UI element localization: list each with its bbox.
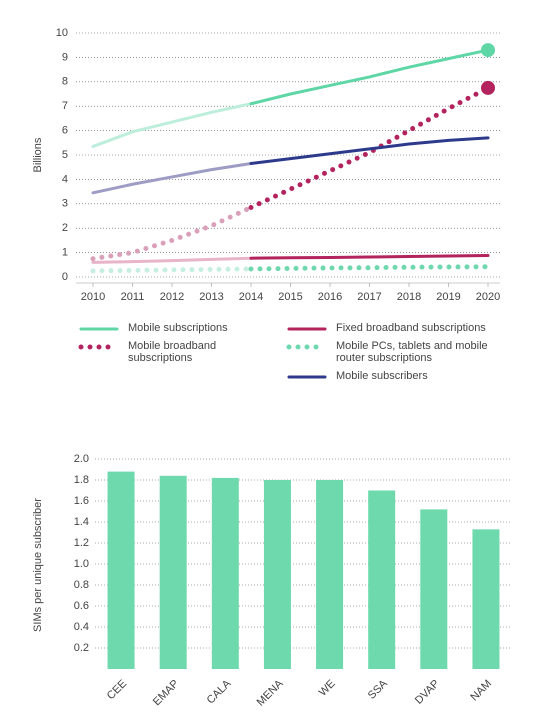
- legend-item: Fixed broadband subscriptions: [286, 322, 496, 334]
- y-tick-label: 3: [62, 198, 68, 210]
- x-tick-label: 2012: [160, 291, 184, 303]
- x-tick-label: 2014: [239, 291, 263, 303]
- series-line: [249, 48, 490, 106]
- series-line: [91, 256, 253, 264]
- y-tick-label: 0: [62, 271, 68, 283]
- y-tick-label: 1.8: [74, 474, 89, 486]
- x-tick-label: 2010: [81, 291, 105, 303]
- legend-swatch: [79, 327, 119, 331]
- y-tick-label: 1.2: [74, 537, 89, 549]
- x-tick-label: 2013: [199, 291, 223, 303]
- y-axis-label: Billions: [32, 137, 44, 172]
- x-tick-label: SSA: [366, 677, 391, 702]
- series-line: [248, 85, 491, 210]
- bar: [472, 529, 500, 669]
- y-tick-label: 1.4: [74, 516, 89, 528]
- series-line: [91, 162, 253, 195]
- y-tick-label: 4: [62, 173, 68, 185]
- x-tick-label: 2016: [318, 291, 342, 303]
- end-marker: [481, 80, 495, 95]
- y-tick-label: 8: [62, 76, 68, 88]
- legend-item: Mobile subscribers: [286, 370, 496, 382]
- x-tick-label: 2019: [436, 291, 460, 303]
- bar: [107, 471, 135, 669]
- legend-label: Mobile PCs, tablets and mobile router su…: [336, 340, 488, 364]
- legend-swatch: [287, 327, 327, 331]
- x-tick-label: 2020: [476, 291, 500, 303]
- x-tick-label: EMAP: [151, 678, 182, 709]
- y-tick-label: 6: [62, 125, 68, 137]
- end-marker: [481, 43, 495, 58]
- bar: [420, 509, 448, 669]
- legend-label: Mobile subscribers: [336, 370, 428, 382]
- y-tick-label: 10: [56, 27, 68, 39]
- x-tick-label: 2011: [121, 291, 145, 303]
- legend-label: Fixed broadband subscriptions: [336, 322, 486, 334]
- x-tick-label: CEE: [105, 678, 129, 702]
- x-tick-label: CALA: [205, 677, 234, 706]
- legend-label: Mobile broadband subscriptions: [128, 340, 217, 364]
- y-tick-label: 5: [62, 149, 68, 161]
- y-tick-label: 0.6: [74, 600, 89, 612]
- legend-swatch: [286, 344, 328, 350]
- x-tick-label: WE: [317, 678, 338, 699]
- legend-label: Mobile subscriptions: [128, 322, 228, 334]
- y-tick-label: 1.6: [74, 495, 89, 507]
- x-tick-label: NAM: [468, 678, 494, 704]
- y-tick-label: 2.0: [74, 453, 89, 465]
- y-tick-label: 0.4: [74, 621, 89, 633]
- series-line: [248, 264, 491, 272]
- legend-item: Mobile broadband subscriptions: [78, 340, 268, 364]
- legend: Mobile subscriptions Fixed broadband subs…: [78, 322, 498, 382]
- bar: [263, 480, 291, 669]
- y-axis-label: SIMs per unique subscriber: [32, 498, 44, 632]
- x-tick-label: 2017: [357, 291, 381, 303]
- x-tick-label: 2018: [397, 291, 421, 303]
- legend-swatch: [287, 375, 327, 379]
- series-line: [249, 254, 490, 260]
- y-tick-label: 1.0: [74, 558, 89, 570]
- y-tick-label: 0.2: [74, 642, 89, 654]
- bar: [368, 490, 396, 669]
- y-tick-label: 2: [62, 222, 68, 234]
- series-line: [91, 102, 253, 148]
- x-tick-label: DVAP: [413, 678, 442, 707]
- legend-swatch: [78, 344, 120, 350]
- legend-item: Mobile subscriptions: [78, 322, 268, 334]
- series-line: [249, 136, 490, 166]
- y-tick-label: 7: [62, 100, 68, 112]
- x-tick-label: MENA: [255, 677, 286, 708]
- legend-item: Mobile PCs, tablets and mobile router su…: [286, 340, 496, 364]
- bar: [211, 477, 239, 669]
- bar: [159, 475, 187, 669]
- y-tick-label: 1: [62, 247, 68, 259]
- series-line: [90, 266, 254, 274]
- y-tick-label: 9: [62, 51, 68, 63]
- series-line: [90, 204, 254, 262]
- y-tick-label: 0.8: [74, 579, 89, 591]
- x-tick-label: 2015: [278, 291, 302, 303]
- bar: [316, 480, 344, 669]
